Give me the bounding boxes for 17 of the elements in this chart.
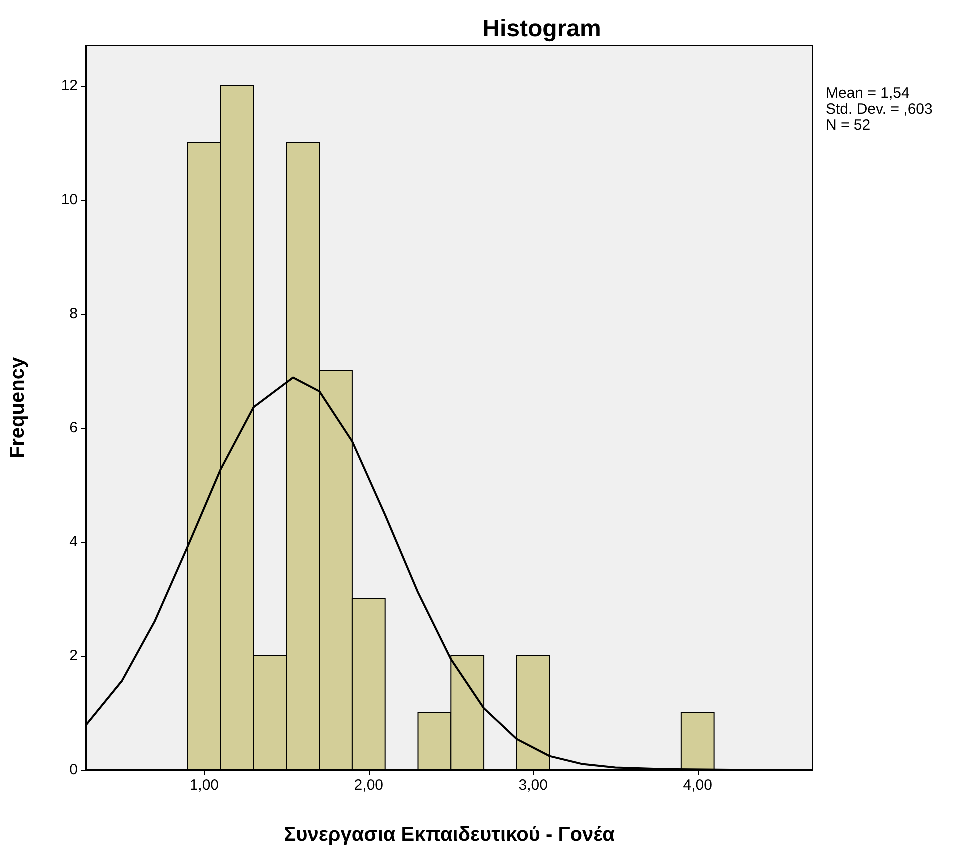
y-tick-label: 12 xyxy=(61,77,78,94)
x-tick-label: 1,00 xyxy=(190,777,220,794)
y-tick-label: 2 xyxy=(70,647,78,664)
y-axis-title: Frequency xyxy=(7,356,29,459)
text: N = 52 xyxy=(826,117,871,134)
chart-title: Histogram xyxy=(482,16,602,42)
x-axis-title: Συνεργασια Εκπαιδευτικού - Γονέα xyxy=(284,824,616,846)
x-tick-label: 3,00 xyxy=(518,777,548,794)
x-tick-label: 2,00 xyxy=(354,777,384,794)
y-tick-label: 4 xyxy=(70,533,78,550)
y-tick-label: 8 xyxy=(70,305,78,322)
text: Mean = 1,54 xyxy=(826,85,910,102)
x-tick-label: 4,00 xyxy=(683,777,712,794)
y-tick-label: 10 xyxy=(61,191,78,208)
y-tick-label: 0 xyxy=(70,762,78,778)
y-tick-label: 6 xyxy=(70,419,78,436)
text: Std. Dev. = ,603 xyxy=(826,101,933,118)
